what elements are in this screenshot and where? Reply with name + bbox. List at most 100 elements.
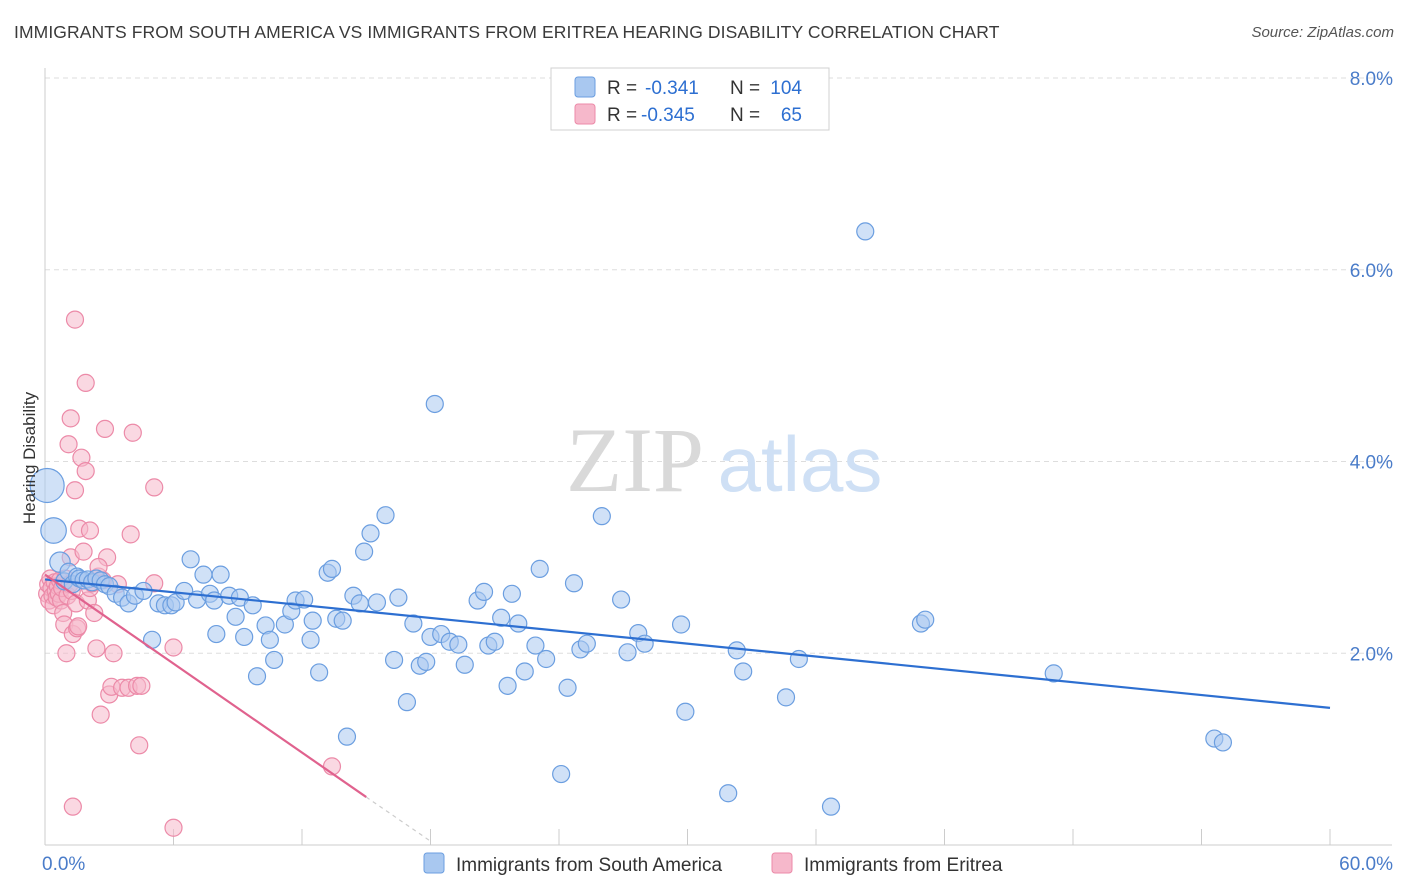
eritrea-point	[65, 481, 85, 500]
eritrea-point	[61, 409, 80, 428]
grid-lines	[45, 77, 1392, 654]
eritrea-point	[63, 797, 82, 816]
series-name-eritrea: Immigrants from Eritrea	[804, 855, 1003, 876]
legend-r-label: R =	[607, 78, 637, 99]
eritrea-point	[123, 423, 142, 442]
x-tick-label: 0.0%	[42, 854, 85, 875]
south-america-point	[492, 608, 511, 627]
south-america-point	[449, 635, 468, 654]
south-america-point	[509, 614, 528, 633]
south-america-point	[29, 467, 65, 504]
y-tick-labels: 2.0% 4.0% 6.0% 8.0%	[1350, 69, 1393, 665]
y-tick-label: 2.0%	[1350, 644, 1393, 665]
south-america-point	[404, 614, 423, 633]
south-america-point	[558, 678, 577, 697]
x-axis	[44, 68, 1392, 846]
chart-title: IMMIGRANTS FROM SOUTH AMERICA VS IMMIGRA…	[14, 22, 1000, 42]
south-america-point	[1044, 664, 1063, 683]
south-america-point	[612, 590, 631, 609]
south-america-point	[821, 797, 841, 816]
south-america-point	[211, 565, 230, 584]
south-america-point	[1213, 733, 1233, 752]
south-america-point	[734, 662, 753, 681]
south-america-point	[789, 649, 808, 669]
legend-n-label: N =	[730, 78, 760, 99]
south-america-point	[592, 507, 611, 526]
south-america-point	[337, 727, 357, 746]
south-america-point	[247, 667, 267, 686]
eritrea-point	[76, 373, 95, 392]
south-america-point	[618, 643, 637, 662]
bottom-swatch-blue	[423, 852, 445, 874]
eritrea-point	[74, 542, 93, 561]
eritrea-point	[95, 419, 115, 439]
eritrea-point	[87, 639, 106, 658]
y-tick-label: 8.0%	[1350, 69, 1393, 90]
south-america-point	[564, 574, 584, 593]
south-america-point	[355, 542, 374, 561]
eritrea-point	[69, 617, 88, 636]
south-america-point	[235, 627, 254, 647]
south-america-trend-line	[44, 578, 1331, 709]
south-america-point	[417, 652, 436, 671]
trend-lines	[44, 573, 1331, 842]
watermark-atlas: atlas	[718, 420, 883, 508]
south-america-point	[181, 550, 200, 569]
south-america-point	[485, 632, 504, 651]
south-america-point	[537, 649, 556, 669]
legend-n-value: 104	[770, 78, 802, 99]
legend-swatch-pink	[574, 103, 596, 125]
south-america-point	[776, 688, 796, 707]
south-america-point	[671, 615, 691, 634]
series-name-south-america: Immigrants from South America	[456, 855, 723, 876]
south-america-point	[226, 607, 245, 626]
source-label: Source: ZipAtlas.com	[1251, 24, 1394, 41]
south-america-point	[260, 630, 279, 649]
south-america-point	[303, 611, 322, 630]
eritrea-trend-extension	[365, 796, 431, 842]
south-america-point	[916, 610, 935, 629]
south-america-point	[389, 588, 408, 607]
eritrea-trend-line	[44, 573, 367, 798]
eritrea-point	[59, 435, 78, 454]
south-america-point	[322, 559, 342, 578]
legend-n-value: 65	[781, 105, 802, 126]
south-america-point	[515, 662, 534, 681]
south-america-point	[301, 630, 320, 649]
south-america-point	[384, 650, 404, 670]
eritrea-point	[76, 461, 95, 481]
y-tick-label: 4.0%	[1350, 453, 1393, 474]
eritrea-point	[132, 676, 151, 695]
legend-swatch-blue	[574, 76, 596, 98]
x-tick-labels: 0.0% 60.0%	[42, 854, 1393, 875]
south-america-point	[40, 517, 67, 544]
south-america-point	[175, 581, 194, 601]
south-america-point	[205, 591, 224, 610]
eritrea-point	[91, 705, 110, 724]
legend-n-label: N =	[730, 105, 760, 126]
south-america-point	[265, 650, 284, 670]
south-america-point	[455, 655, 474, 674]
south-america-point	[367, 593, 387, 612]
eritrea-point	[85, 603, 104, 623]
south-america-point	[577, 634, 596, 653]
x-tick-label: 60.0%	[1339, 854, 1393, 875]
bottom-swatch-pink	[771, 852, 793, 874]
south-america-point	[425, 394, 444, 414]
eritrea-point	[164, 818, 183, 837]
south-america-point	[727, 641, 746, 660]
stats-legend: R = -0.341 N = 104 R = -0.345 N = 65	[550, 67, 830, 131]
south-america-point	[856, 222, 875, 241]
legend-r-value: -0.341	[645, 78, 699, 99]
legend-r-label: R =	[607, 105, 637, 126]
eritrea-point	[57, 644, 76, 663]
watermark-zip: ZIP	[566, 409, 704, 511]
south-america-point	[376, 506, 395, 525]
south-america-point	[207, 624, 226, 644]
south-america-point	[676, 702, 695, 721]
south-america-point	[530, 559, 549, 578]
y-tick-label: 6.0%	[1350, 261, 1393, 282]
eritrea-point	[104, 644, 123, 663]
south-america-point	[361, 524, 380, 543]
south-america-point	[194, 565, 213, 584]
